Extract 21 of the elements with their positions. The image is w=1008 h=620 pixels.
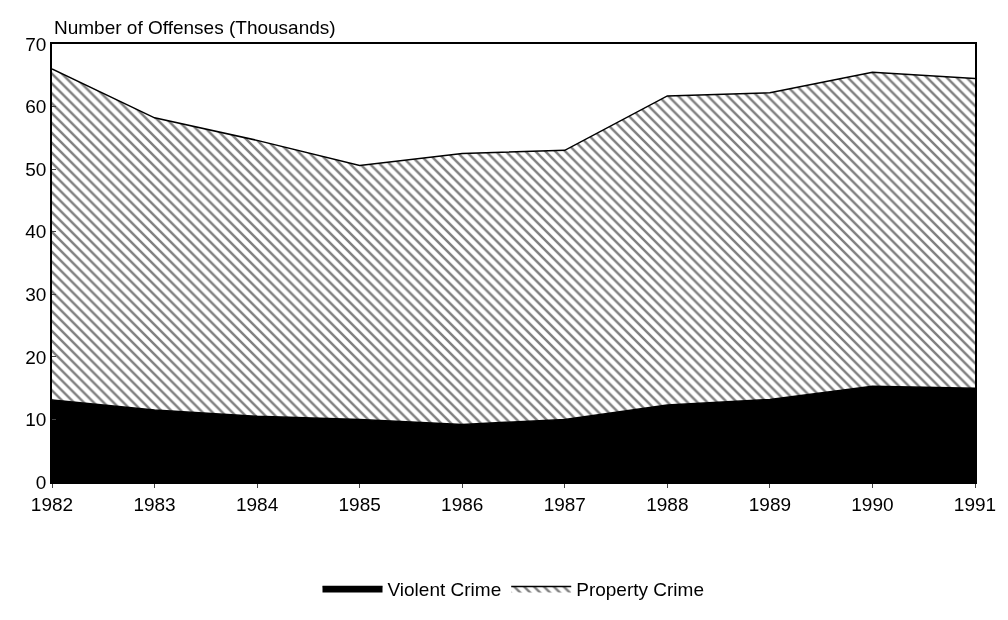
- y-tick-label: 60: [25, 96, 47, 118]
- y-tick-label: 50: [25, 158, 47, 180]
- x-tick-label: 1991: [953, 493, 997, 515]
- x-tick-label: 1984: [235, 493, 279, 515]
- y-tick-label: 0: [35, 471, 47, 493]
- y-tick-label: 10: [25, 409, 47, 431]
- x-tick-label: 1987: [543, 493, 586, 515]
- x-tick-label: 1986: [441, 493, 484, 515]
- x-tick-label: 1989: [748, 493, 792, 515]
- legend-label: Violent Crime: [387, 578, 502, 600]
- x-tick-label: 1990: [851, 493, 894, 515]
- y-tick-label: 70: [25, 33, 47, 55]
- x-tick-label: 1988: [646, 493, 689, 515]
- y-axis-title: Number of Offenses (Thousands): [54, 17, 336, 38]
- x-tick-label: 1983: [133, 493, 176, 515]
- x-tick-label: 1982: [30, 493, 74, 515]
- y-tick-label: 30: [25, 283, 47, 305]
- legend-label: Property Crime: [576, 578, 704, 600]
- y-tick-label: 20: [25, 346, 47, 368]
- x-tick-label: 1985: [338, 493, 381, 515]
- y-tick-label: 40: [25, 221, 47, 243]
